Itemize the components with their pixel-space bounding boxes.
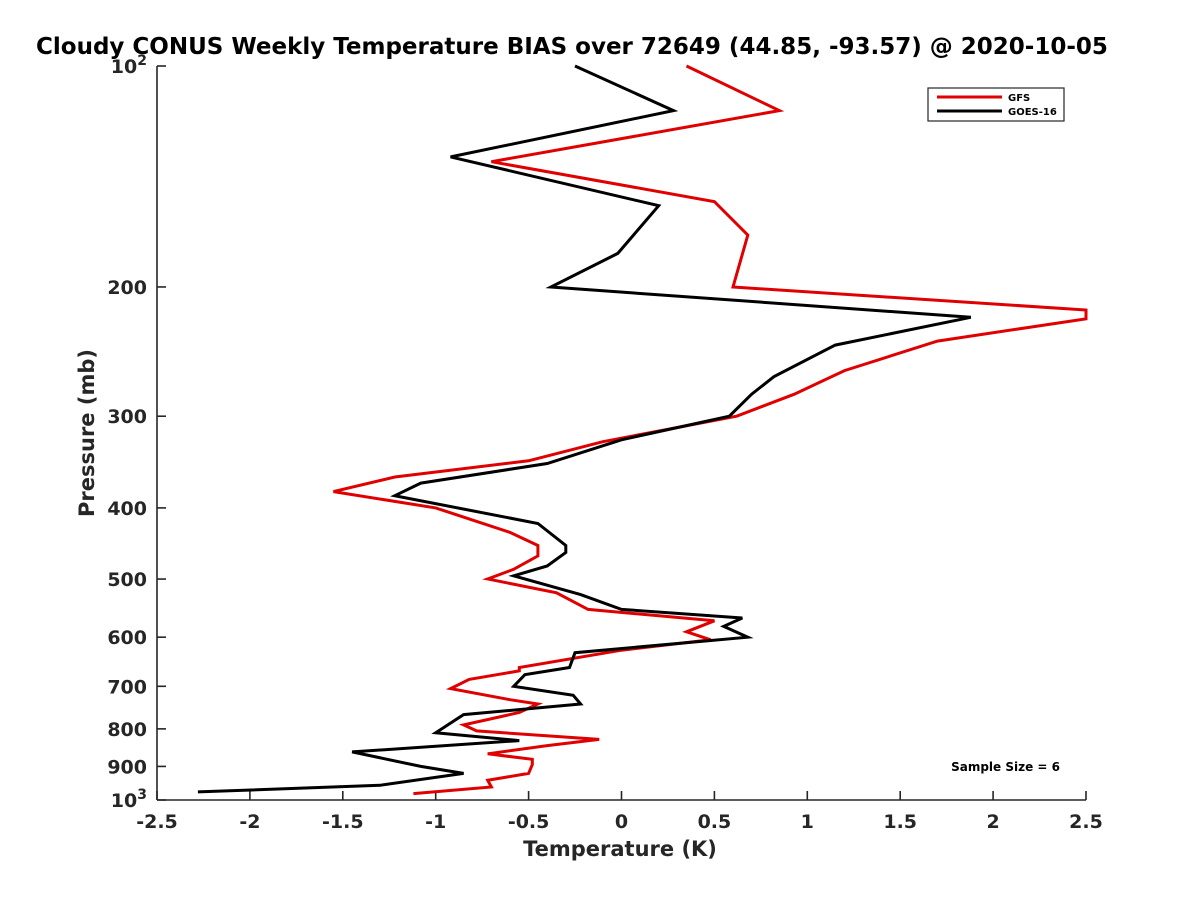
y-tick-label: 200 bbox=[107, 277, 147, 299]
x-tick-label: 1 bbox=[801, 811, 814, 833]
legend-box bbox=[927, 87, 1065, 122]
x-axis-label: Temperature (K) bbox=[523, 837, 717, 861]
y-tick-label-power: 102 bbox=[111, 53, 147, 78]
sample-size-annotation: Sample Size = 6 bbox=[951, 760, 1060, 774]
series-lines bbox=[197, 64, 1088, 796]
y-tick-label: 600 bbox=[107, 627, 147, 649]
x-tick-label: -1.5 bbox=[322, 811, 364, 833]
x-tick-label: 0 bbox=[615, 811, 628, 833]
x-tick-label: -1 bbox=[425, 811, 446, 833]
legend-label: GOES-16 bbox=[1008, 107, 1057, 118]
legend-label: GFS bbox=[1008, 93, 1030, 104]
series-line-goes-16 bbox=[197, 64, 972, 794]
y-tick-label-power: 103 bbox=[111, 787, 147, 812]
y-axis-label: Pressure (mb) bbox=[75, 349, 99, 517]
x-tick-label: -0.5 bbox=[508, 811, 550, 833]
x-tick-label: -2 bbox=[239, 811, 260, 833]
y-tick-label: 300 bbox=[107, 406, 147, 428]
chart-title: Cloudy CONUS Weekly Temperature BIAS ove… bbox=[36, 34, 1108, 60]
y-tick-label: 400 bbox=[107, 498, 147, 520]
x-tick-label: -2.5 bbox=[136, 811, 178, 833]
x-tick-label: 1.5 bbox=[883, 811, 917, 833]
y-tick-label: 500 bbox=[107, 569, 147, 591]
legend: GFS GOES-16 bbox=[927, 87, 1065, 122]
x-tick-label: 2 bbox=[986, 811, 999, 833]
y-tick-label: 800 bbox=[107, 719, 147, 741]
y-tick-label: 700 bbox=[107, 676, 147, 698]
x-tick-label: 2.5 bbox=[1069, 811, 1103, 833]
y-tick-label: 900 bbox=[107, 756, 147, 778]
tick-labels: -2.5 -2 -1.5 -1 -0.5 0 0.5 1 1.5 2 2.5 200 300 400 500… bbox=[107, 53, 1103, 833]
axes bbox=[156, 66, 1086, 801]
x-tick-label: 0.5 bbox=[698, 811, 732, 833]
series-line-gfs bbox=[333, 64, 1088, 796]
